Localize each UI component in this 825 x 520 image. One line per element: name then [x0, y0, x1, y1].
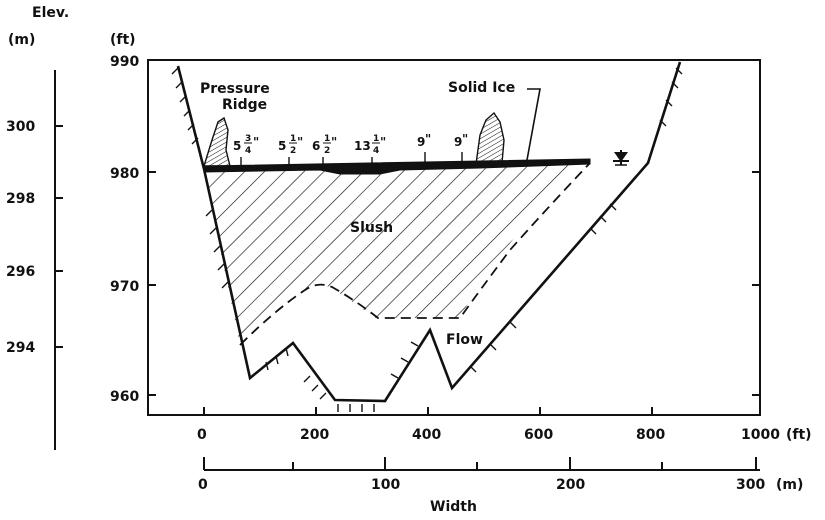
- pressure-ridge-right: [476, 113, 504, 164]
- ft-width-0: 0: [197, 427, 207, 443]
- svg-text:6: 6: [312, 139, 320, 153]
- elevation-m-axis: 300 298 296 294: [6, 70, 63, 450]
- thickness-label-2: 5 1 2 ": [278, 134, 303, 166]
- ft-width-600: 600: [524, 427, 553, 443]
- m-width-100: 100: [371, 477, 400, 493]
- ft-width-1000: 1000: [741, 427, 780, 443]
- thickness-label-6: 9 ": [454, 132, 468, 164]
- thickness-label-1: 5 3 4 ": [233, 134, 259, 166]
- ft-width-200: 200: [300, 427, 329, 443]
- solid-ice-leader-line: [527, 89, 540, 160]
- elevation-m-unit: (m): [8, 32, 35, 48]
- ft-width-400: 400: [412, 427, 441, 443]
- m-tick-296: 296: [6, 264, 35, 280]
- svg-text:5: 5: [278, 139, 286, 153]
- svg-text:2: 2: [290, 146, 296, 156]
- width-m-axis: 0 100 200 300 (m) Width: [198, 457, 803, 515]
- m-width-0: 0: [198, 477, 208, 493]
- ft-tick-980: 980: [110, 166, 139, 182]
- pressure-ridge-label-line1: Pressure: [200, 81, 270, 97]
- m-width-200: 200: [556, 477, 585, 493]
- ft-tick-970: 970: [110, 279, 139, 295]
- svg-text:4: 4: [373, 146, 379, 156]
- m-width-300: 300: [736, 477, 765, 493]
- m-tick-298: 298: [6, 191, 35, 207]
- width-label: Width: [430, 499, 477, 515]
- ft-tick-960: 960: [110, 389, 139, 405]
- ft-width-800: 800: [636, 427, 665, 443]
- m-width-unit: (m): [776, 477, 803, 493]
- ft-tick-990: 990: [110, 54, 139, 70]
- svg-text:": ": [462, 132, 468, 146]
- pressure-ridge-label-line2: Ridge: [222, 97, 267, 113]
- m-tick-294: 294: [6, 340, 35, 356]
- svg-text:": ": [425, 132, 431, 146]
- svg-text:5: 5: [233, 139, 241, 153]
- thickness-label-5: 9 ": [417, 132, 431, 164]
- svg-text:4: 4: [245, 146, 251, 156]
- thickness-label-4: 13 1 4 ": [354, 134, 386, 166]
- svg-text:": ": [380, 135, 386, 149]
- svg-text:": ": [331, 135, 337, 149]
- flow-label: Flow: [446, 332, 483, 348]
- slush-label: Slush: [350, 220, 393, 236]
- svg-text:13: 13: [354, 139, 371, 153]
- solid-ice-label: Solid Ice: [448, 80, 515, 96]
- elevation-ft-unit: (ft): [110, 32, 136, 48]
- m-tick-300: 300: [6, 119, 35, 135]
- width-ft-axis: 0 200 400 600 800 1000 (ft): [197, 407, 812, 443]
- water-surface-symbol-icon: [613, 150, 629, 165]
- slush-region: [204, 162, 590, 345]
- ft-width-unit: (ft): [786, 427, 812, 443]
- elevation-label: Elev.: [32, 5, 69, 21]
- svg-text:2: 2: [324, 146, 330, 156]
- svg-text:": ": [297, 135, 303, 149]
- pressure-ridge-left: [204, 118, 230, 166]
- thickness-label-3: 6 1 2 ": [312, 134, 337, 166]
- svg-text:": ": [253, 135, 259, 149]
